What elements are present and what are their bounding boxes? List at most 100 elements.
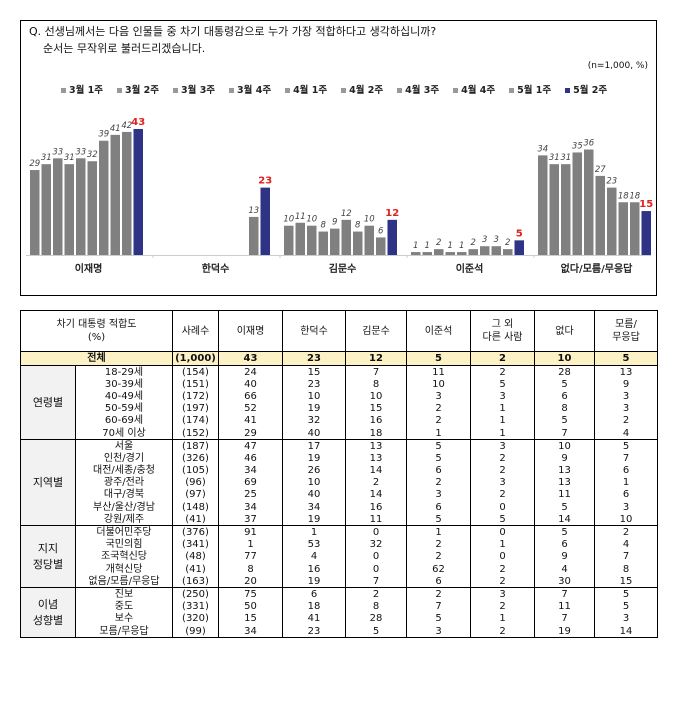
sample-size: (154) (172, 365, 219, 379)
data-label: 34 (537, 144, 548, 154)
total-cell: 5 (406, 351, 471, 366)
value-cell: 16 (345, 414, 407, 427)
sample-size: (376) (172, 525, 219, 539)
value-cell: 2 (406, 402, 471, 415)
value-cell: 15 (218, 612, 283, 625)
sample-size: (105) (172, 464, 219, 477)
value-cell: 16 (282, 563, 346, 576)
data-label: 5 (516, 228, 523, 239)
value-cell: 69 (218, 476, 283, 489)
data-label: 41 (110, 124, 121, 134)
data-label: 3 (482, 235, 487, 245)
data-label: 1 (448, 241, 453, 251)
data-label: 12 (341, 209, 352, 219)
data-label: 2 (436, 238, 441, 248)
value-cell: 13 (534, 464, 595, 477)
value-cell: 1 (470, 426, 535, 440)
data-label: 15 (639, 199, 653, 210)
value-cell: 8 (345, 600, 407, 613)
value-cell: 7 (534, 426, 595, 440)
value-cell: 5 (406, 612, 471, 625)
value-cell: 50 (218, 600, 283, 613)
value-cell: 11 (345, 513, 407, 526)
value-cell: 47 (218, 439, 283, 453)
value-cell: 16 (345, 501, 407, 514)
total-cell: 5 (594, 351, 658, 366)
value-cell: 4 (594, 426, 658, 440)
bar (561, 164, 571, 255)
bar (260, 187, 270, 255)
value-cell: 53 (282, 538, 346, 551)
data-label: 43 (131, 117, 145, 128)
table-row: 없음/모름/무응답 (163) 20 19 7 6 2 30 15 (21, 575, 658, 588)
total-cell: 43 (218, 351, 283, 366)
total-cell: (1,000) (172, 351, 219, 366)
value-cell: 75 (218, 587, 283, 601)
bar (538, 155, 548, 255)
value-cell: 7 (406, 600, 471, 613)
row-label: 개혁신당 (75, 563, 173, 576)
value-cell: 2 (470, 624, 535, 639)
value-cell: 5 (470, 378, 535, 391)
row-label: 진보 (75, 587, 173, 601)
row-label: 더불어민주당 (75, 525, 173, 539)
data-label: 6 (378, 226, 384, 236)
value-cell: 2 (594, 525, 658, 539)
value-cell: 0 (345, 563, 407, 576)
legend-swatch (285, 88, 291, 93)
legend-item: 3월 4주 (229, 82, 271, 96)
bar (295, 222, 305, 255)
row-label: 70세 이상 (75, 426, 173, 440)
value-cell: 2 (470, 452, 535, 465)
bar (434, 249, 444, 255)
value-cell: 7 (534, 612, 595, 625)
value-cell: 13 (594, 365, 658, 379)
data-label: 2 (505, 238, 510, 248)
bar (445, 252, 455, 255)
value-cell: 3 (470, 587, 535, 601)
legend-item: 3월 1주 (61, 82, 103, 96)
legend-label: 3월 4주 (237, 85, 272, 96)
sample-size: (148) (172, 501, 219, 514)
data-label: 23 (258, 176, 272, 187)
row-label: 18-29세 (75, 365, 173, 379)
table-row: 지역별 서울 (187) 47 17 13 5 3 10 5 (20, 439, 658, 527)
data-label: 35 (572, 141, 583, 151)
sample-size: (163) (172, 575, 219, 588)
value-cell: 9 (534, 452, 595, 465)
row-label: 보수 (75, 612, 173, 625)
bar (41, 164, 51, 255)
bar (468, 249, 478, 255)
column-header: 사례수 (172, 310, 219, 352)
sample-size: (197) (172, 402, 219, 415)
category-label: 이재명 (75, 262, 103, 275)
value-cell: 11 (534, 488, 595, 502)
bar (411, 252, 421, 255)
value-cell: 28 (345, 612, 407, 625)
data-label: 42 (121, 121, 132, 131)
value-cell: 29 (218, 426, 283, 440)
data-label: 1 (425, 241, 430, 251)
bar (480, 246, 490, 255)
group-label: 연령별 (20, 364, 76, 441)
total-cell: 10 (534, 351, 595, 366)
value-cell: 9 (534, 550, 595, 563)
value-cell: 7 (594, 550, 658, 563)
value-cell: 1 (218, 538, 283, 551)
group-label: 지역별 (20, 439, 76, 527)
data-label: 18 (618, 191, 629, 201)
value-cell: 34 (282, 501, 346, 514)
legend-item: 5월 2주 (565, 82, 607, 96)
bar (30, 170, 40, 255)
chart-panel: Q. 선생님께서는 다음 인물들 중 차기 대통령감으로 누가 가장 적합하다고… (20, 20, 657, 296)
bar (330, 228, 340, 255)
bar (53, 158, 63, 255)
category-label: 김문수 (329, 263, 357, 275)
total-cell: 전체 (20, 351, 173, 366)
sample-size: (96) (172, 476, 219, 489)
value-cell: 2 (406, 550, 471, 563)
table-row: 50-59세 (197) 52 19 15 2 1 8 3 (21, 402, 658, 415)
bar (607, 187, 617, 255)
sample-size: (172) (172, 390, 219, 403)
